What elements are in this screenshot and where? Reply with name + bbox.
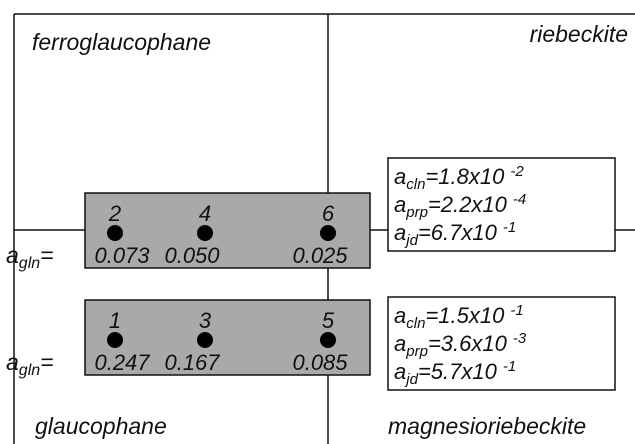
- point-id: 1: [109, 308, 121, 333]
- symbol: a: [394, 331, 406, 356]
- value: =5.7x10: [418, 359, 498, 384]
- point: [320, 332, 336, 348]
- activity-entry: acln=1.5x10 -1: [394, 302, 524, 332]
- exponent: -3: [513, 330, 527, 347]
- row-label: agln=: [6, 242, 54, 272]
- point-value: 0.073: [94, 243, 150, 268]
- activity-box: [387, 157, 616, 252]
- exponent: -1: [503, 219, 516, 236]
- activity-entry: ajd=5.7x10 -1: [394, 358, 516, 388]
- point-id: 3: [199, 308, 212, 333]
- quadrant-label: ferroglaucophane: [32, 29, 211, 55]
- symbol: a: [394, 359, 406, 384]
- point: [197, 332, 213, 348]
- point-value: 0.085: [292, 350, 348, 375]
- symbol: a: [394, 220, 406, 245]
- point-value: 0.025: [292, 243, 348, 268]
- exponent: -1: [503, 358, 516, 375]
- subscript: cln: [406, 315, 425, 332]
- activity-entry: acln=1.8x10 -2: [394, 163, 524, 193]
- activity-entry: aprp=2.2x10 -4: [394, 191, 526, 221]
- value: =6.7x10: [418, 220, 498, 245]
- subscript: gln: [19, 255, 40, 272]
- point-value: 0.247: [94, 350, 150, 375]
- point-id: 6: [322, 201, 335, 226]
- point-value: 0.167: [164, 350, 220, 375]
- value: =1.8x10: [425, 164, 505, 189]
- subscript: jd: [404, 232, 418, 249]
- symbol: a: [6, 349, 19, 375]
- exponent: -4: [513, 191, 526, 208]
- subscript: prp: [405, 204, 428, 221]
- point-id: 2: [108, 201, 121, 226]
- exponent: -2: [510, 163, 524, 180]
- exponent: -1: [510, 302, 523, 319]
- activity-entry: aprp=3.6x10 -3: [394, 330, 527, 360]
- activity-box: [387, 296, 616, 391]
- point: [197, 225, 213, 241]
- subscript: jd: [404, 371, 418, 388]
- symbol: a: [394, 164, 406, 189]
- quadrant-label: glaucophane: [35, 413, 167, 439]
- suffix: =: [40, 349, 53, 375]
- activity-entry: ajd=6.7x10 -1: [394, 219, 516, 249]
- symbol: a: [394, 303, 406, 328]
- point: [107, 332, 123, 348]
- point-id: 4: [199, 201, 211, 226]
- point: [320, 225, 336, 241]
- value: =3.6x10: [428, 331, 508, 356]
- symbol: a: [6, 242, 19, 268]
- suffix: =: [40, 242, 53, 268]
- point: [107, 225, 123, 241]
- subscript: prp: [405, 343, 428, 360]
- point-id: 5: [322, 308, 335, 333]
- symbol: a: [394, 192, 406, 217]
- quadrant-label: riebeckite: [530, 21, 628, 47]
- value: =1.5x10: [425, 303, 505, 328]
- row-label: agln=: [6, 349, 54, 379]
- quadrant-label: magnesioriebeckite: [388, 413, 586, 439]
- subscript: cln: [406, 176, 425, 193]
- subscript: gln: [19, 362, 40, 379]
- value: =2.2x10: [428, 192, 508, 217]
- point-value: 0.050: [164, 243, 220, 268]
